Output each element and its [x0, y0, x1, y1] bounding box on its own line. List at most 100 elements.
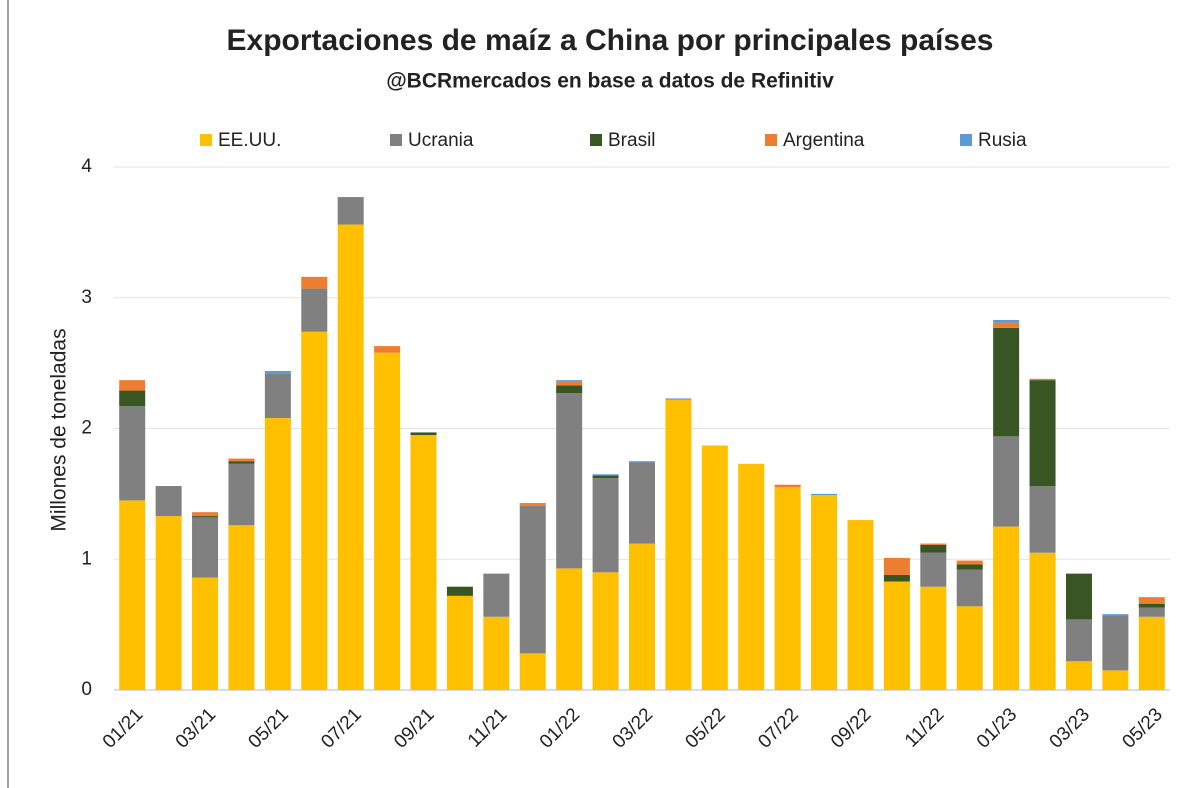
legend-label: Argentina	[783, 130, 865, 151]
legend-label: Rusia	[978, 130, 1027, 151]
bar-segment	[701, 445, 728, 690]
bar-segment	[519, 505, 546, 654]
bar-segment	[956, 560, 983, 565]
bar-segment	[774, 487, 801, 690]
bar-segment	[1138, 603, 1165, 608]
legend-swatch	[765, 134, 777, 146]
bar-segment	[993, 327, 1020, 437]
bar-segment	[264, 373, 291, 419]
bar-segment	[1029, 380, 1056, 487]
x-tick-label: 05/22	[681, 704, 729, 752]
bar-segment	[774, 484, 801, 488]
bar-segment	[920, 544, 947, 553]
bar-segment	[119, 500, 146, 690]
bar-segment	[1065, 573, 1092, 620]
bar-segment	[264, 418, 291, 690]
bar-segment	[847, 520, 874, 690]
bar-segment	[192, 517, 219, 578]
legend-label: Brasil	[608, 130, 656, 151]
bar-segment	[556, 393, 583, 569]
y-tick-label: 0	[81, 679, 92, 700]
bar-segment	[665, 399, 692, 690]
bar-segment	[883, 581, 910, 690]
bar-segment	[592, 475, 619, 479]
bar-segment	[956, 564, 983, 570]
bar-segment	[374, 346, 401, 353]
bar-segment	[410, 435, 437, 690]
bar-segment	[556, 385, 583, 394]
bar-segment	[374, 352, 401, 690]
bar-segment	[119, 390, 146, 407]
legend-swatch	[390, 134, 402, 146]
bar-segment	[993, 526, 1020, 690]
bar-segment	[228, 461, 255, 464]
bar-segment	[920, 543, 947, 545]
x-tick-label: 11/22	[901, 704, 948, 751]
bar-segment	[1029, 486, 1056, 553]
y-tick-label: 3	[81, 287, 92, 308]
bar-segment	[483, 616, 510, 690]
x-tick-label: 11/21	[464, 704, 511, 751]
bar-segment	[1138, 597, 1165, 604]
bar-segment	[446, 595, 473, 690]
legend-label: Ucrania	[408, 130, 474, 151]
y-tick-label: 1	[81, 548, 92, 569]
bar-segment	[1138, 616, 1165, 690]
x-tick-label: 01/23	[973, 704, 1021, 752]
bar-segment	[228, 525, 255, 690]
bar-segment	[264, 370, 291, 374]
bar-segment	[738, 463, 765, 690]
bar-segment	[228, 458, 255, 462]
x-tick-label: 03/22	[609, 704, 657, 752]
bar-segment	[155, 486, 182, 517]
x-tick-label: 01/21	[99, 704, 147, 752]
x-tick-label: 03/23	[1046, 704, 1094, 752]
bar-segment	[301, 288, 328, 332]
x-tick-label: 05/23	[1118, 704, 1166, 752]
bar-segment	[519, 653, 546, 690]
bar-segment	[1102, 615, 1129, 671]
bar-segment	[920, 552, 947, 587]
bar-segment	[556, 568, 583, 690]
bar-segment	[629, 461, 655, 463]
x-tick-label: 03/21	[172, 704, 220, 752]
bar-segment	[811, 495, 838, 690]
x-tick-label: 07/21	[317, 704, 365, 752]
bar-segment	[883, 574, 910, 582]
bar-segment	[956, 569, 983, 607]
bar-segment	[337, 197, 364, 225]
bar-segment	[155, 516, 182, 690]
bar-segment	[592, 474, 619, 476]
bar-segment	[993, 436, 1020, 527]
chart-subtitle: @BCRmercados en base a datos de Refiniti…	[386, 70, 834, 93]
bar-segment	[301, 276, 328, 289]
bar-segment	[192, 512, 219, 517]
bar-segment	[629, 462, 655, 544]
bar-segment	[228, 463, 255, 526]
bar-segment	[556, 381, 583, 386]
y-tick-label: 4	[81, 156, 92, 177]
bar-segment	[592, 572, 619, 690]
bar-segment	[446, 586, 473, 596]
bar-segment	[192, 516, 219, 518]
x-tick-label: 01/22	[536, 704, 584, 752]
bar-segment	[665, 398, 692, 400]
bar-segment	[1102, 670, 1129, 690]
bar-segment	[1138, 607, 1165, 617]
x-tick-label: 09/21	[390, 704, 438, 752]
legend-swatch	[200, 134, 212, 146]
bar-segment	[1065, 661, 1092, 690]
legend-swatch	[960, 134, 972, 146]
bar-segment	[1029, 552, 1056, 690]
bar-segment	[629, 543, 655, 690]
y-axis-label: Millones de toneladas	[48, 328, 71, 531]
bar-segment	[956, 606, 983, 690]
bar-segment	[1065, 619, 1092, 662]
bar-segment	[883, 557, 910, 575]
bar-segment	[410, 432, 437, 436]
y-tick-label: 2	[81, 418, 92, 439]
bar-segment	[993, 322, 1020, 328]
bar-segment	[483, 573, 510, 617]
bar-segment	[993, 319, 1020, 323]
